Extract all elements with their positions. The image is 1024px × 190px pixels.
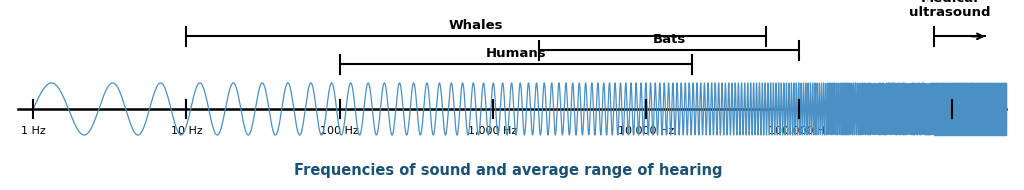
Text: 1 Hz: 1 Hz <box>20 126 46 136</box>
Text: 1,000,000 Hz: 1,000,000 Hz <box>915 126 989 136</box>
Text: 100 Hz: 100 Hz <box>321 126 359 136</box>
Text: Bats: Bats <box>652 33 686 46</box>
Text: Medical
ultrasound: Medical ultrasound <box>908 0 990 19</box>
Text: Humans: Humans <box>485 47 546 60</box>
Text: 10 Hz: 10 Hz <box>171 126 203 136</box>
Text: 100,000 Hz: 100,000 Hz <box>768 126 830 136</box>
Text: 1,000 Hz: 1,000 Hz <box>468 126 517 136</box>
Text: Frequencies of sound and average range of hearing: Frequencies of sound and average range o… <box>294 163 722 178</box>
Text: Whales: Whales <box>449 19 503 32</box>
Text: 10,000 Hz: 10,000 Hz <box>617 126 674 136</box>
